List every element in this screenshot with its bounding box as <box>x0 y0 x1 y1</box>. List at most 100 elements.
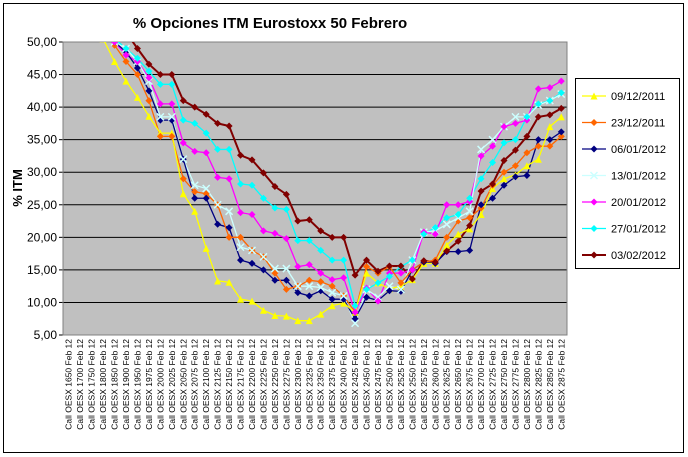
x-tick-label: Call OESX 2150 Feb 12 <box>224 339 234 430</box>
legend-marker <box>590 251 598 259</box>
point <box>317 269 325 277</box>
point <box>443 233 451 241</box>
point <box>351 308 359 316</box>
point <box>511 162 519 170</box>
point <box>454 211 462 219</box>
point <box>225 224 233 232</box>
point <box>534 142 542 150</box>
point <box>546 97 554 105</box>
series-line <box>113 42 562 321</box>
point <box>259 227 267 235</box>
point <box>202 149 210 157</box>
point <box>340 233 348 241</box>
point <box>271 229 279 237</box>
point <box>351 302 359 310</box>
point <box>282 205 290 213</box>
x-tick-label: Call OESX 2725 Feb 12 <box>488 339 498 430</box>
x-tick-label: Call OESX 2100 Feb 12 <box>201 339 211 430</box>
point <box>145 87 153 95</box>
x-tick-label: Call OESX 2450 Feb 12 <box>362 339 372 430</box>
x-tick-label: Call OESX 2175 Feb 12 <box>236 339 246 430</box>
series-line <box>131 42 562 281</box>
point <box>328 282 336 290</box>
point <box>225 233 233 241</box>
point <box>179 190 187 198</box>
point <box>477 201 485 209</box>
series-layer <box>99 42 566 328</box>
point <box>489 142 497 150</box>
point <box>156 71 164 79</box>
x-tick-label: Call OESX 2675 Feb 12 <box>465 339 475 430</box>
point <box>282 264 291 273</box>
x-tick-label: Call OESX 2850 Feb 12 <box>545 339 555 430</box>
point <box>168 71 176 79</box>
point <box>282 276 290 284</box>
point <box>122 77 130 85</box>
point <box>122 58 130 66</box>
point <box>477 187 485 195</box>
point <box>385 272 393 280</box>
point <box>466 194 474 202</box>
y-tick-label: 45,00 <box>27 68 57 82</box>
y-axis-label: % ITM <box>10 169 25 207</box>
point <box>305 261 313 269</box>
x-tick-label: Call OESX 2025 Feb 12 <box>167 339 177 430</box>
point <box>305 282 314 291</box>
point <box>328 302 336 310</box>
x-tick-label: Call OESX 2550 Feb 12 <box>407 339 417 430</box>
point <box>236 243 245 252</box>
legend-marker <box>590 92 598 100</box>
point <box>248 297 256 305</box>
point <box>133 93 141 101</box>
point <box>305 216 313 224</box>
point <box>122 51 130 59</box>
point <box>248 156 256 164</box>
y-tick-label: 20,00 <box>27 230 57 244</box>
x-tick-label: Call OESX 2750 Feb 12 <box>499 339 509 430</box>
point <box>237 151 245 159</box>
point <box>271 276 279 284</box>
point <box>511 119 519 127</box>
x-tick-label: Call OESX 2075 Feb 12 <box>190 339 200 430</box>
point <box>214 173 222 181</box>
point <box>397 269 405 277</box>
y-tick-label: 10,00 <box>27 295 57 309</box>
point <box>191 119 199 127</box>
point <box>363 269 371 277</box>
point <box>340 256 348 264</box>
point <box>500 175 508 183</box>
point <box>443 214 451 222</box>
point <box>454 237 462 245</box>
point <box>511 136 519 144</box>
point <box>305 292 313 300</box>
point <box>202 190 210 198</box>
point <box>317 278 325 286</box>
point <box>442 220 451 229</box>
point <box>340 299 348 307</box>
x-tick-label: Call OESX 2225 Feb 12 <box>258 339 268 430</box>
point <box>259 252 268 261</box>
point <box>374 279 382 287</box>
point <box>351 271 359 279</box>
x-tick-label: Call OESX 2250 Feb 12 <box>270 339 280 430</box>
point <box>145 97 153 105</box>
y-tick-label: 40,00 <box>27 100 57 114</box>
point <box>259 266 267 274</box>
legend-marker <box>590 119 598 126</box>
x-tick-label: Call OESX 2350 Feb 12 <box>316 339 326 430</box>
point <box>420 230 428 238</box>
x-tick-label: Call OESX 2525 Feb 12 <box>396 339 406 430</box>
point <box>408 266 416 274</box>
point <box>443 201 451 209</box>
point <box>237 233 245 241</box>
point <box>168 100 176 108</box>
x-tick-label: Call OESX 1800 Feb 12 <box>98 339 108 430</box>
point <box>316 283 325 292</box>
point <box>168 132 176 140</box>
point <box>523 162 531 170</box>
legend-marker <box>590 225 598 232</box>
point <box>305 317 313 325</box>
point <box>259 169 267 177</box>
series-line <box>111 42 562 314</box>
point <box>110 42 119 47</box>
